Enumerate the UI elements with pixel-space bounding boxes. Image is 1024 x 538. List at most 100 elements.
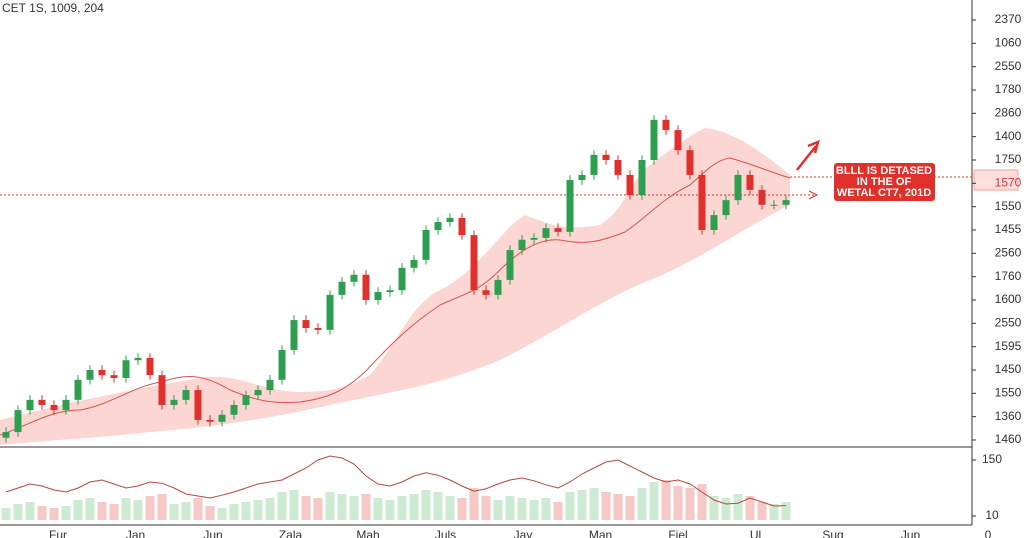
volume-bar bbox=[781, 502, 791, 520]
volume-bar bbox=[613, 494, 623, 520]
y-tick-label: 2560 bbox=[995, 246, 1022, 260]
chart-title: CET 1S, 1009, 204 bbox=[2, 1, 104, 15]
y-tick-label: 1360 bbox=[995, 409, 1022, 423]
candle-body bbox=[602, 154, 610, 160]
volume-bar bbox=[433, 492, 443, 520]
volume-bar bbox=[697, 484, 707, 520]
volume-bar bbox=[529, 500, 539, 520]
volume-bar bbox=[517, 498, 527, 520]
candle-body bbox=[110, 375, 118, 378]
volume-bar bbox=[73, 500, 83, 520]
candle-body bbox=[686, 150, 694, 175]
volume-bar bbox=[721, 498, 731, 520]
y-tick-label: 1570 bbox=[995, 176, 1022, 190]
candle-body bbox=[446, 217, 454, 223]
candle-body bbox=[746, 174, 754, 190]
y-tick-label: 2550 bbox=[995, 316, 1022, 330]
candle-body bbox=[518, 239, 526, 251]
candle-body bbox=[254, 390, 262, 396]
volume-bar bbox=[313, 498, 323, 520]
candle-body bbox=[698, 174, 706, 230]
y-tick-label: 1780 bbox=[995, 82, 1022, 96]
volume-bar bbox=[469, 488, 479, 520]
x-tick-label: Jan bbox=[126, 528, 145, 538]
volume-bar bbox=[205, 506, 215, 520]
y-tick-label: 1400 bbox=[995, 129, 1022, 143]
volume-bar bbox=[349, 496, 359, 520]
candle-body bbox=[578, 174, 586, 181]
volume-bar bbox=[277, 492, 287, 520]
volume-bar bbox=[577, 490, 587, 520]
volume-bar bbox=[145, 496, 155, 520]
candle-body bbox=[326, 294, 334, 330]
candle-body bbox=[530, 237, 538, 240]
candle-body bbox=[638, 159, 646, 195]
candle-body bbox=[302, 320, 310, 328]
candle-body bbox=[350, 274, 358, 282]
volume-bar bbox=[565, 492, 575, 520]
volume-bar bbox=[481, 496, 491, 520]
candle-body bbox=[242, 395, 250, 405]
candle-body bbox=[734, 174, 742, 201]
volume-bar bbox=[229, 504, 239, 520]
x-tick-label: Fur bbox=[49, 528, 67, 538]
candle-body bbox=[470, 235, 478, 291]
candle-body bbox=[410, 259, 418, 268]
candle-body bbox=[134, 357, 142, 361]
volume-bar bbox=[769, 504, 779, 520]
volume-bar bbox=[301, 496, 311, 520]
candle-body bbox=[62, 399, 70, 411]
x-tick-label: Jun bbox=[203, 528, 222, 538]
volume-bar bbox=[457, 498, 467, 520]
trend-arrow bbox=[796, 139, 820, 171]
candle-body bbox=[758, 189, 766, 205]
candle-body bbox=[374, 292, 382, 300]
volume-bar bbox=[181, 502, 191, 520]
y2-tick-label: 10 bbox=[985, 508, 999, 522]
candle-body bbox=[338, 281, 346, 295]
volume-bar bbox=[241, 502, 251, 520]
volume-bar bbox=[325, 492, 335, 520]
annotation-text: BLLL IS DETASED bbox=[836, 165, 932, 177]
candle-body bbox=[86, 369, 94, 380]
candle-body bbox=[26, 399, 34, 411]
volume-bar bbox=[361, 494, 371, 520]
candle-body bbox=[662, 119, 670, 131]
volume-bar bbox=[37, 506, 47, 520]
x-tick-label: Man bbox=[589, 528, 612, 538]
candle-body bbox=[626, 174, 634, 195]
y2-tick-label: 150 bbox=[982, 452, 1002, 466]
candle-body bbox=[206, 419, 214, 422]
volume-bar bbox=[337, 494, 347, 520]
candle-body bbox=[434, 222, 442, 230]
volume-bar bbox=[733, 494, 743, 520]
x-tick-label: Mah bbox=[356, 528, 379, 538]
x-tick-label: Ul bbox=[750, 528, 761, 538]
volume-bar bbox=[421, 490, 431, 520]
volume-bar bbox=[649, 482, 659, 520]
reference-arrow bbox=[808, 190, 819, 200]
volume-bar bbox=[121, 498, 131, 520]
candle-body bbox=[278, 349, 286, 380]
volume-bar bbox=[49, 508, 59, 520]
x-tick-label: Sug bbox=[822, 528, 843, 538]
y-tick-label: 2550 bbox=[995, 59, 1022, 73]
volume-bar bbox=[193, 498, 203, 520]
candle-body bbox=[194, 390, 202, 420]
candle-body bbox=[38, 399, 46, 405]
candle-body bbox=[494, 279, 502, 295]
annotation-text: IN THE OF bbox=[857, 176, 912, 188]
candle-body bbox=[674, 130, 682, 151]
y-tick-label: 1460 bbox=[995, 432, 1022, 446]
candle-body bbox=[230, 404, 238, 415]
y-tick-label: 1600 bbox=[995, 292, 1022, 306]
candle-body bbox=[2, 432, 10, 438]
volume-bar bbox=[589, 488, 599, 520]
annotation-text: WETAL CT7, 201D bbox=[837, 187, 931, 199]
volume-bar bbox=[169, 504, 179, 520]
candle-body bbox=[218, 414, 226, 422]
volume-bar bbox=[373, 498, 383, 520]
candle-body bbox=[542, 228, 550, 238]
